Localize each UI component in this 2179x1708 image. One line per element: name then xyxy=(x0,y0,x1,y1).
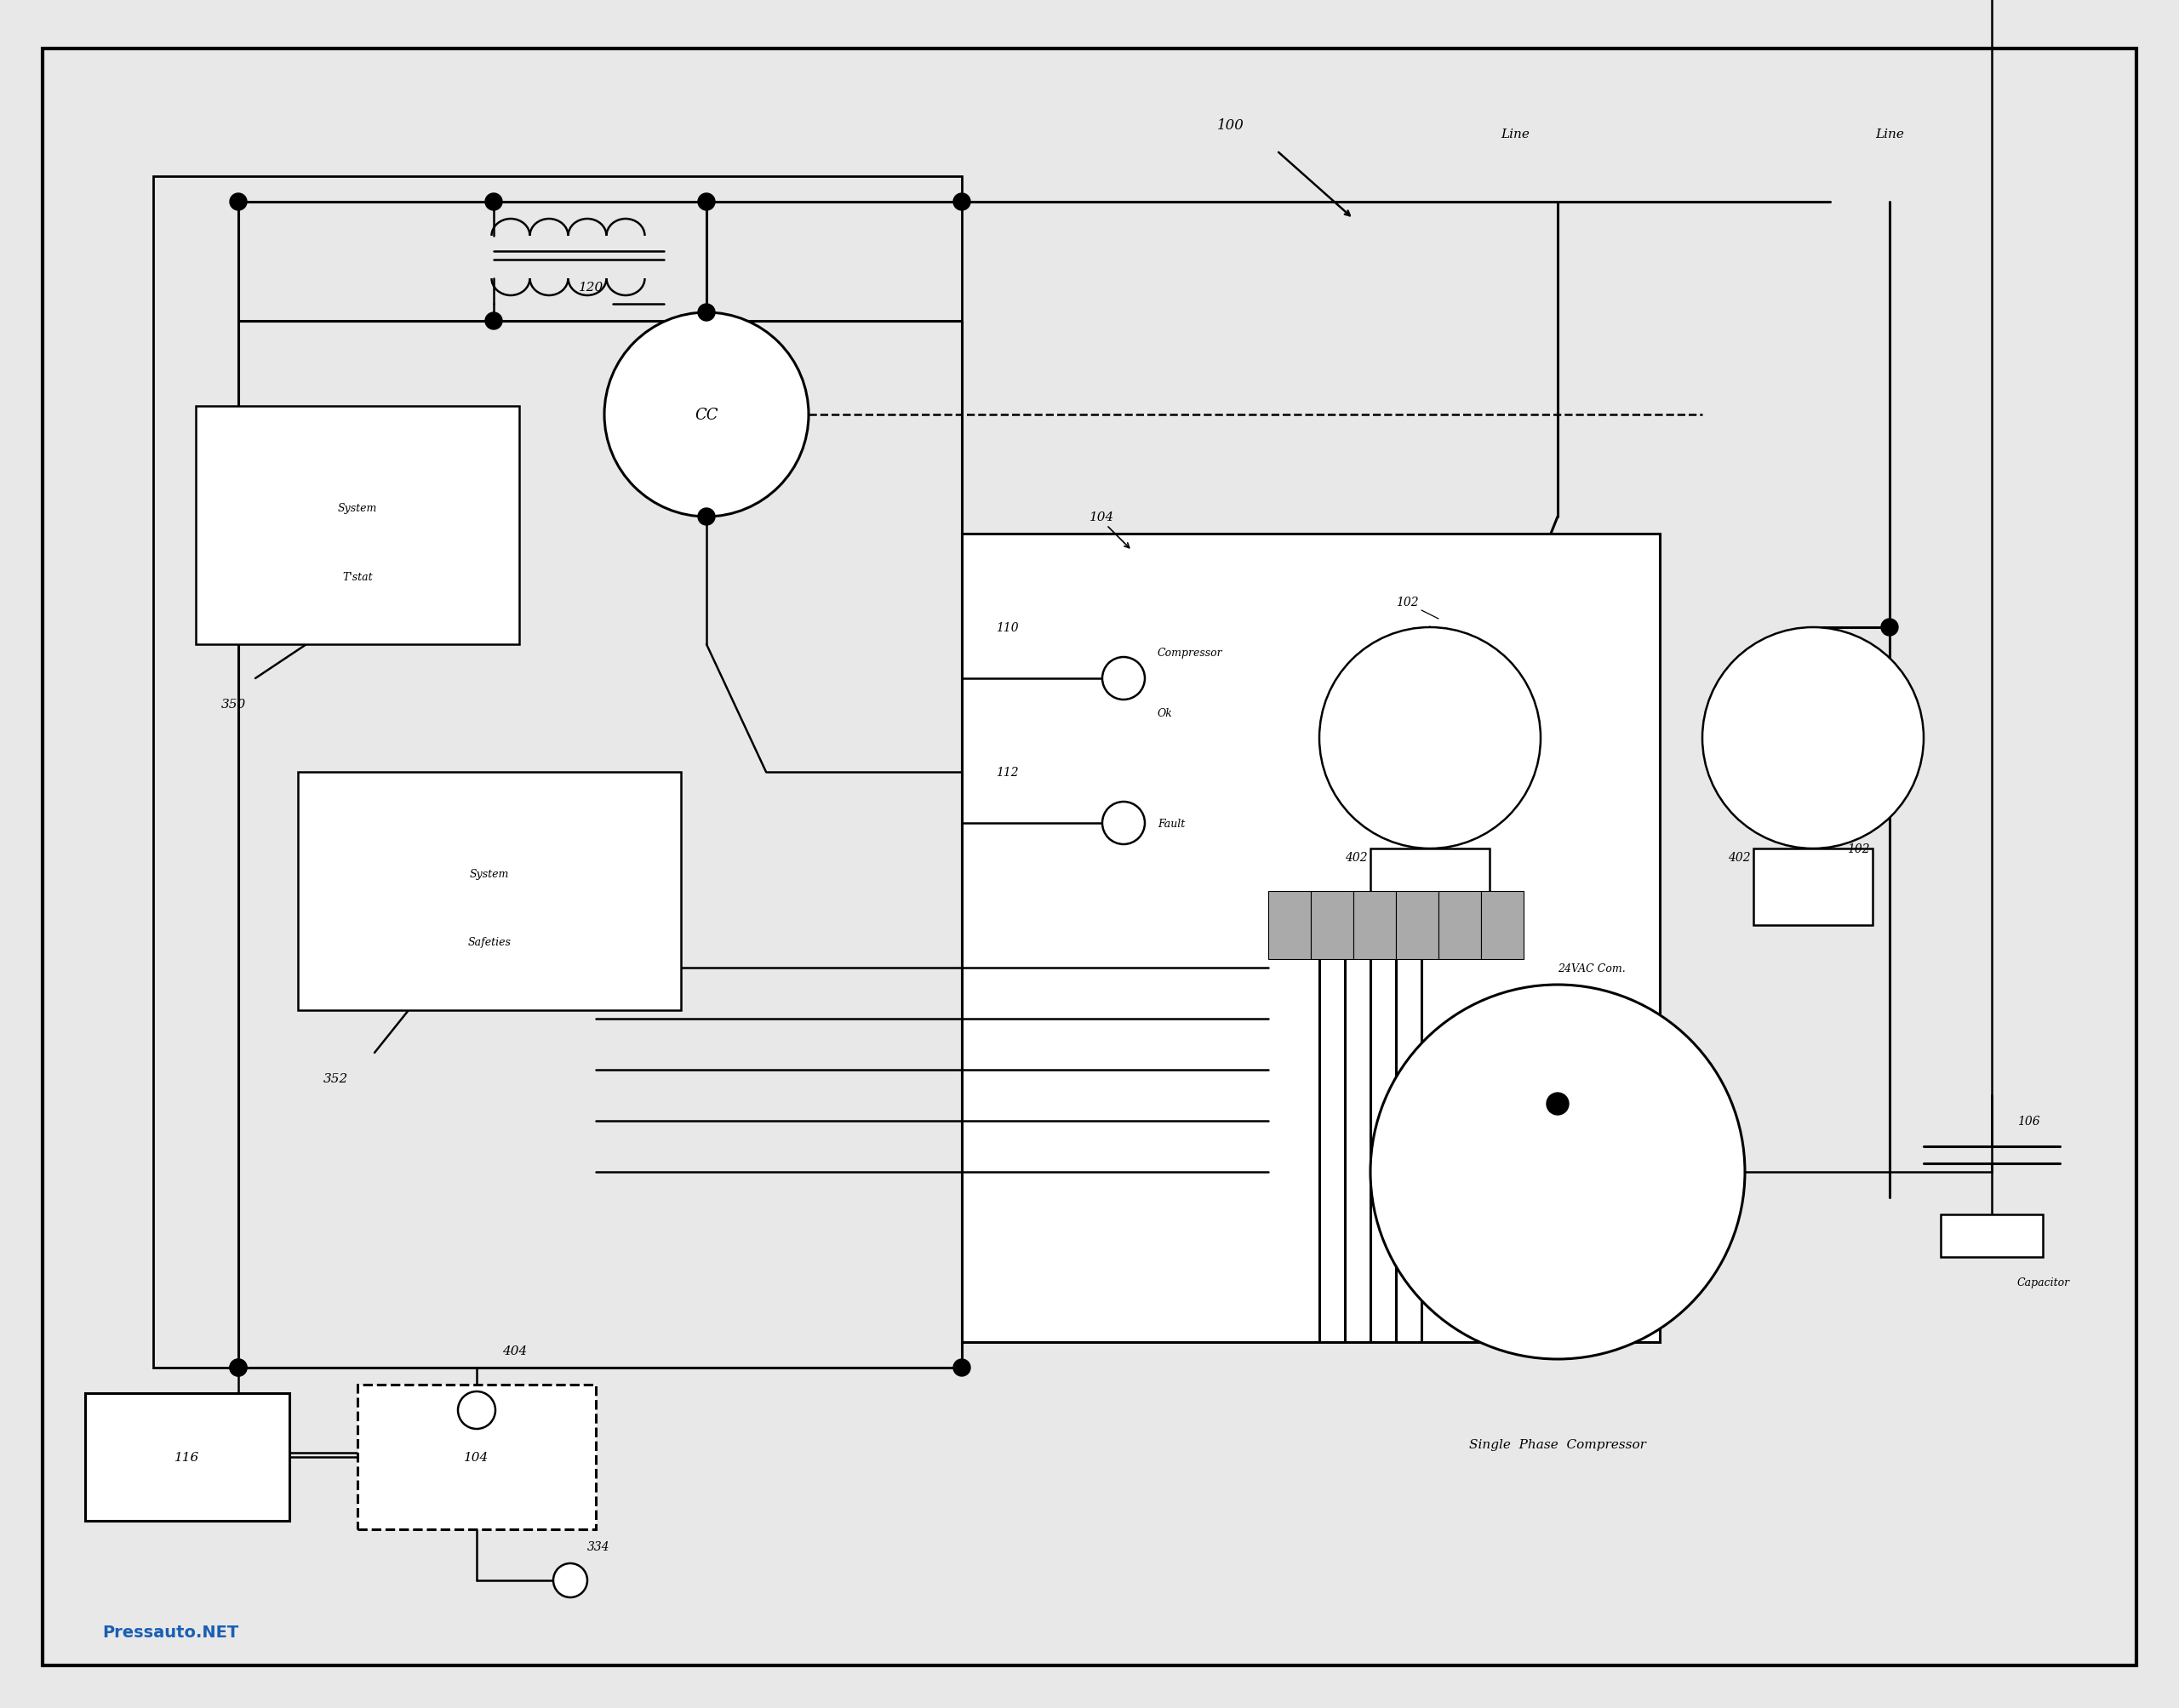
Circle shape xyxy=(1702,629,1924,849)
Circle shape xyxy=(1371,986,1745,1360)
Bar xyxy=(153,178,961,1368)
Text: 104: 104 xyxy=(464,1452,488,1464)
Text: T'stat: T'stat xyxy=(342,570,373,582)
Text: 350: 350 xyxy=(222,699,246,711)
Text: 104: 104 xyxy=(1090,511,1113,523)
Circle shape xyxy=(229,1360,246,1377)
Text: 404: 404 xyxy=(501,1344,527,1356)
Bar xyxy=(1482,892,1523,960)
Bar xyxy=(1268,892,1312,960)
Circle shape xyxy=(697,304,715,321)
Text: 110: 110 xyxy=(996,622,1018,634)
Circle shape xyxy=(486,195,501,212)
Bar xyxy=(196,407,519,644)
Bar xyxy=(85,1394,290,1520)
Bar xyxy=(357,1385,595,1529)
Text: 120: 120 xyxy=(580,282,604,294)
Text: Comm+: Comm+ xyxy=(1558,1115,1602,1127)
Text: 100: 100 xyxy=(1218,118,1244,133)
Bar xyxy=(1438,892,1482,960)
Circle shape xyxy=(1103,803,1144,845)
Text: Compressor: Compressor xyxy=(1157,647,1222,659)
Circle shape xyxy=(486,313,501,330)
Text: 116: 116 xyxy=(174,1452,200,1464)
Bar xyxy=(1353,892,1397,960)
Bar xyxy=(1371,849,1490,926)
Text: 402: 402 xyxy=(1344,852,1368,863)
Bar xyxy=(1941,1214,2044,1257)
Circle shape xyxy=(697,195,715,212)
Text: System: System xyxy=(338,504,377,514)
Bar xyxy=(1397,892,1438,960)
Text: 402: 402 xyxy=(1728,852,1750,863)
Text: Line: Line xyxy=(1501,128,1530,140)
Bar xyxy=(1754,849,1872,926)
Text: 102: 102 xyxy=(1397,596,1419,608)
Circle shape xyxy=(229,1360,246,1377)
Circle shape xyxy=(954,195,970,212)
Text: 334: 334 xyxy=(588,1541,610,1553)
Text: 102: 102 xyxy=(1848,844,1870,854)
Text: System: System xyxy=(471,869,510,880)
Circle shape xyxy=(697,509,715,526)
Circle shape xyxy=(1318,629,1541,849)
Circle shape xyxy=(1880,620,1898,637)
Text: 106: 106 xyxy=(2018,1115,2040,1127)
Text: Comm-: Comm- xyxy=(1558,1167,1595,1177)
Text: Pressauto.NET: Pressauto.NET xyxy=(102,1624,238,1640)
Text: Line: Line xyxy=(1876,128,1904,140)
Text: 112: 112 xyxy=(996,767,1018,779)
Text: Safeties: Safeties xyxy=(468,938,512,948)
Circle shape xyxy=(553,1563,588,1597)
Circle shape xyxy=(1547,1093,1569,1115)
Circle shape xyxy=(229,195,246,212)
Text: CC: CC xyxy=(695,408,719,424)
Bar xyxy=(299,772,682,1011)
Text: 24 VAC: 24 VAC xyxy=(1558,1064,1597,1076)
Circle shape xyxy=(954,1360,970,1377)
Text: Capacitor: Capacitor xyxy=(2018,1278,2070,1288)
Text: Fault: Fault xyxy=(1157,818,1185,828)
Bar xyxy=(1312,892,1353,960)
Text: Ok: Ok xyxy=(1157,707,1172,719)
Circle shape xyxy=(1103,658,1144,700)
Text: 24VAC Com.: 24VAC Com. xyxy=(1558,962,1626,974)
Text: Demand: Demand xyxy=(1558,1013,1602,1025)
Bar xyxy=(961,535,1660,1342)
Circle shape xyxy=(604,313,808,518)
Text: Single  Phase  Compressor: Single Phase Compressor xyxy=(1469,1438,1645,1450)
Text: 352: 352 xyxy=(322,1073,349,1085)
Circle shape xyxy=(458,1392,495,1430)
